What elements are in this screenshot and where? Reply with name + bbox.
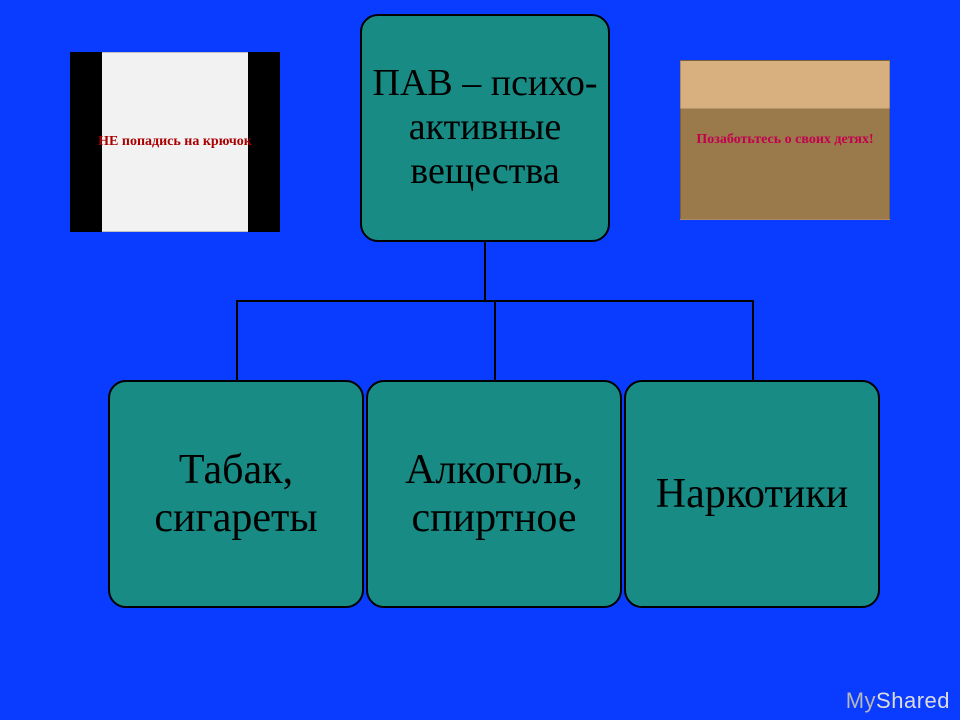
decor-image-right-caption: Позаботьтесь о своих детях! xyxy=(696,132,873,148)
decor-image-left: НЕ попадись на крючок xyxy=(70,52,280,232)
connector-child-1 xyxy=(236,300,238,380)
connector-root xyxy=(484,242,486,300)
root-node-text: ПАВ – психо-активные вещества xyxy=(370,62,600,193)
root-node: ПАВ – психо-активные вещества xyxy=(360,14,610,242)
decor-image-right: Позаботьтесь о своих детях! xyxy=(680,60,890,220)
child-node-3-text: Наркотики xyxy=(656,470,848,518)
slide: НЕ попадись на крючок Позаботьтесь о сво… xyxy=(0,0,960,720)
watermark: MyShared xyxy=(846,688,950,714)
connector-child-3 xyxy=(752,300,754,380)
child-node-1-text: Табак, сигареты xyxy=(118,446,354,543)
watermark-part2: Shared xyxy=(876,688,950,713)
child-node-3: Наркотики xyxy=(624,380,880,608)
decor-image-left-caption: НЕ попадись на крючок xyxy=(98,134,252,150)
child-node-1: Табак, сигареты xyxy=(108,380,364,608)
connector-child-2 xyxy=(494,300,496,380)
watermark-part1: My xyxy=(846,688,876,713)
child-node-2-text: Алкоголь, спиртное xyxy=(376,446,612,543)
child-node-2: Алкоголь, спиртное xyxy=(366,380,622,608)
